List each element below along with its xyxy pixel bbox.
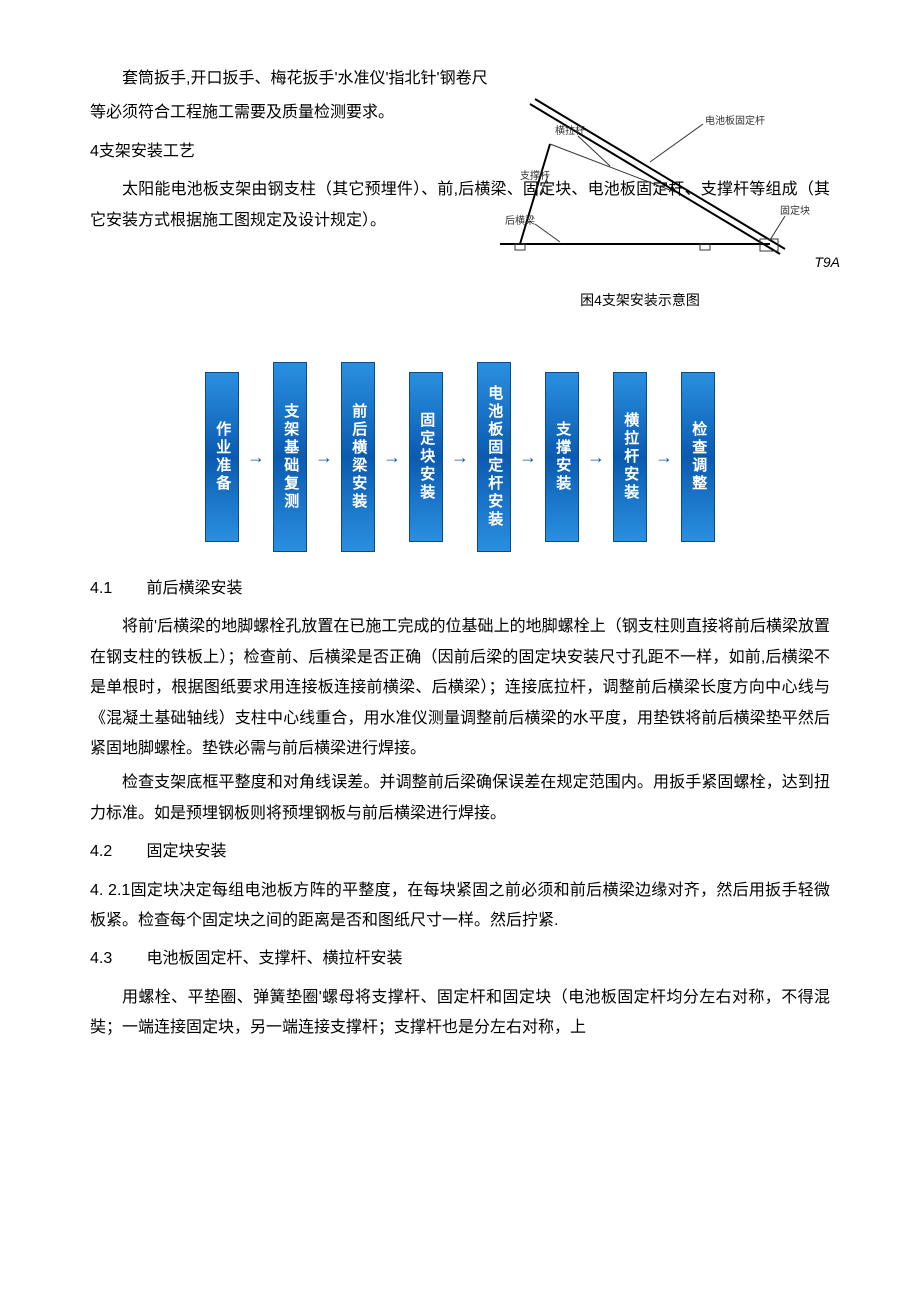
sec41-title: 前后横梁安装 bbox=[146, 580, 242, 597]
flow-step-4: 固定块安装 bbox=[409, 372, 443, 542]
flow-arrow-icon: → bbox=[519, 440, 537, 474]
label-hlg: 横拉杆 bbox=[555, 124, 585, 137]
flow-arrow-icon: → bbox=[451, 440, 469, 474]
flow-step-6: 支撑安装 bbox=[545, 372, 579, 542]
label-zcg: 支撑杆 bbox=[520, 169, 550, 182]
flow-arrow-icon: → bbox=[247, 440, 265, 474]
intro-left-col: 等必须符合工程施工需要及质量检测要求。 4支架安装工艺 bbox=[90, 98, 410, 167]
flow-step-3: 前后横梁安装 bbox=[341, 362, 375, 552]
sec41-para-b: 检查支架底框平整度和对角线误差。并调整前后梁确保误差在规定范围内。用扳手紧固螺栓… bbox=[90, 768, 830, 829]
sec43-heading: 4.3 电池板固定杆、支撑杆、横拉杆安装 bbox=[90, 944, 830, 974]
sec41-num: 4.1 bbox=[90, 574, 142, 604]
flow-arrow-icon: → bbox=[315, 440, 333, 474]
intro-block: 套筒扳手,开口扳手、梅花扳手'水准仪'指北针'钢卷尺 等必须符合工程施工需要及质… bbox=[90, 64, 830, 344]
sec42-para-a: 4. 2.1固定块决定每组电池板方阵的平整度，在每块紧固之前必须和前后横梁边缘对… bbox=[90, 876, 830, 937]
intro-line-2: 等必须符合工程施工需要及质量检测要求。 bbox=[90, 98, 410, 128]
flow-arrow-icon: → bbox=[655, 440, 673, 474]
sec42-heading: 4.2 固定块安装 bbox=[90, 837, 830, 867]
sec43-para-a: 用螺栓、平垫圈、弹簧垫圈'螺母将支撑杆、固定杆和固定块（电池板固定杆均分左右对称… bbox=[90, 983, 830, 1044]
sec42-num: 4.2 bbox=[90, 837, 142, 867]
label-hhl: 后横梁 bbox=[505, 214, 535, 227]
flow-step-8: 检查调整 bbox=[681, 372, 715, 542]
label-gdk: 固定块 bbox=[780, 204, 810, 217]
sec41-para-a: 将前'后横梁的地脚螺栓孔放置在已施工完成的位基础上的地脚螺栓上（钢支柱则直接将前… bbox=[90, 612, 830, 764]
bracket-diagram-svg: 横拉杆 支撑杆 后横梁 电池板固定杆 固定块 bbox=[460, 84, 820, 274]
flow-step-1: 作业准备 bbox=[205, 372, 239, 542]
flow-step-7: 横拉杆安装 bbox=[613, 372, 647, 542]
flow-arrow-icon: → bbox=[383, 440, 401, 474]
flow-step-2: 支架基础复测 bbox=[273, 362, 307, 552]
flow-arrow-icon: → bbox=[587, 440, 605, 474]
flow-step-5: 电池板固定杆安装 bbox=[477, 362, 511, 552]
bracket-diagram: 横拉杆 支撑杆 后横梁 电池板固定杆 固定块 T9A 困4支架安装示意图 bbox=[450, 84, 830, 314]
sec43-num: 4.3 bbox=[90, 944, 142, 974]
diagram-caption: 困4支架安装示意图 bbox=[450, 287, 830, 314]
process-flow: 作业准备 → 支架基础复测 → 前后横梁安装 → 固定块安装 → 电池板固定杆安… bbox=[90, 362, 830, 552]
label-dcbgdg: 电池板固定杆 bbox=[705, 114, 765, 127]
diagram-tag-t9a: T9A bbox=[814, 249, 840, 276]
sec43-title: 电池板固定杆、支撑杆、横拉杆安装 bbox=[146, 950, 402, 967]
sec41-heading: 4.1 前后横梁安装 bbox=[90, 574, 830, 604]
sec4-heading: 4支架安装工艺 bbox=[90, 137, 410, 167]
sec42-title: 固定块安装 bbox=[146, 843, 226, 860]
